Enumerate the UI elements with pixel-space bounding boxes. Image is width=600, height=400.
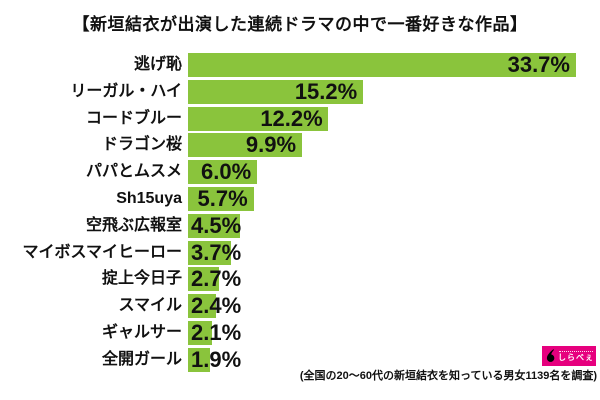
bar [188,294,216,319]
bar-row: スマイル 2.4% [0,293,600,319]
value-label: 4.5% [191,212,242,238]
category-label: パパとムスメ [85,163,182,181]
category-label: マイボスマイヒーロー [22,243,182,261]
value-label: 12.2% [260,105,323,131]
logo-text-block: しらべぇ [558,350,594,362]
category-label: 全開ガール [101,350,182,368]
category-label: Sh15uya [116,190,182,207]
value-label: 33.7% [507,52,570,77]
bar-row: コードブルー 12.2% [0,105,600,131]
bar [188,106,329,131]
bar-row: パパとムスメ 6.0% [0,159,600,185]
bar-row: ギャルサー 2.1% [0,320,600,345]
bar-row: 全開ガール 1.9% [0,346,600,372]
value-label: 2.4% [191,293,242,319]
bar-row: 逃げ恥 33.7% [0,52,600,77]
bar-row: 掟上今日子 2.7% [0,266,600,292]
bar [188,53,576,77]
category-label: 逃げ恥 [133,56,182,73]
category-label: リーガル・ハイ [70,82,182,100]
bar-row: リーガル・ハイ 15.2% [0,78,600,104]
bar [188,267,220,292]
bar [188,240,231,265]
value-label: 9.9% [245,132,297,158]
category-label: スマイル [118,297,182,315]
bar [188,321,213,345]
bar-row: 空飛ぶ広報室 4.5% [0,212,600,238]
bar-row: マイボスマイヒーロー 3.7% [0,239,600,265]
category-label: コードブルー [85,109,182,127]
shirabee-logo-icon [546,349,555,363]
bar [188,187,254,211]
logo-text: しらべぇ [558,352,594,362]
value-label: 2.1% [191,320,242,345]
value-label: 15.2% [294,78,358,104]
bar [188,160,257,185]
category-label: 空飛ぶ広報室 [85,216,182,234]
bar-row: Sh15uya 5.7% [0,186,600,211]
value-label: 2.7% [191,266,242,292]
bar [188,79,363,104]
value-label: 6.0% [201,159,252,185]
survey-note: (全国の20〜60代の新垣結衣を知っている男女1139名を調査) [299,370,597,382]
bar [188,213,240,238]
logo-tagline-divider [559,350,593,352]
value-label: 1.9% [191,346,242,372]
category-label: ドラゴン桜 [101,136,182,154]
value-label: 5.7% [197,186,248,211]
chart-title: 【新垣結衣が出演した連続ドラマの中で一番好きな作品】 [72,15,528,34]
value-label: 3.7% [191,239,242,265]
category-label: 掟上今日子 [101,270,182,288]
bar [188,347,210,372]
shirabee-logo: しらべぇ [542,346,596,366]
bar-row: ドラゴン桜 9.9% [0,132,600,158]
category-label: ギャルサー [101,324,182,341]
bar [188,133,302,158]
